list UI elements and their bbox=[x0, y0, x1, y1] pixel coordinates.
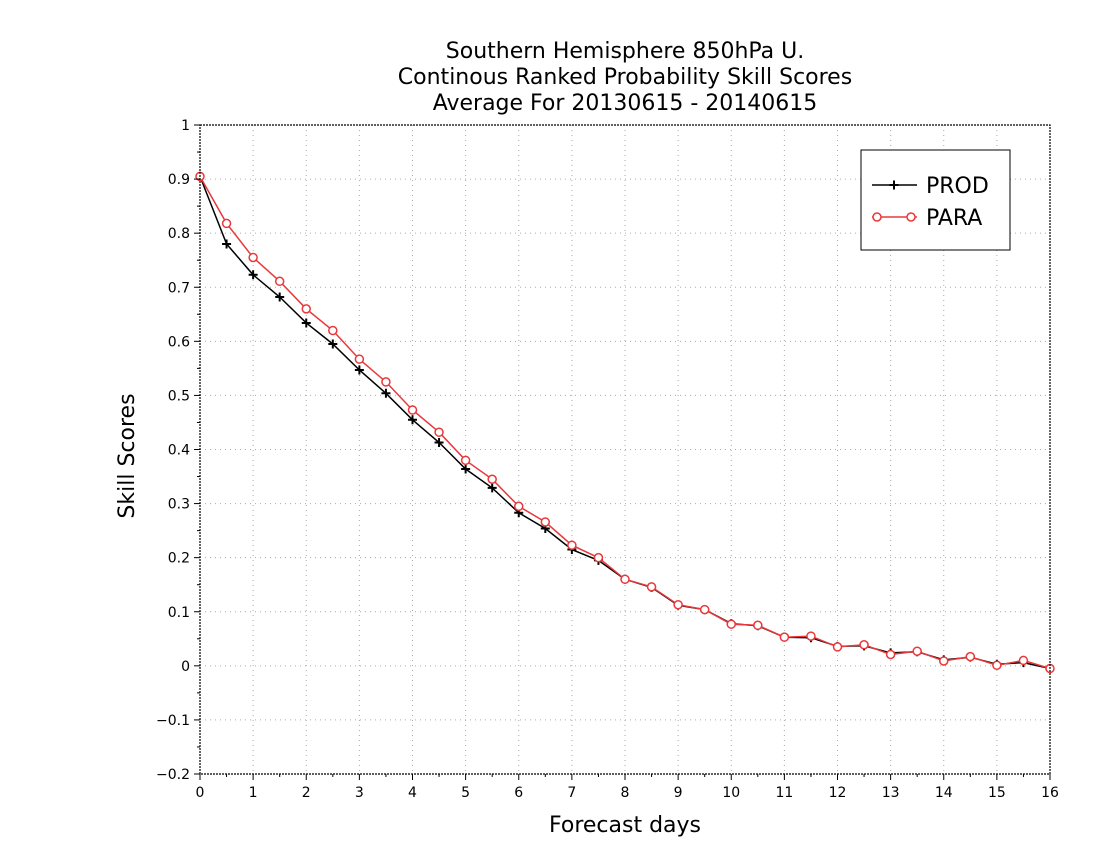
prod-point bbox=[275, 292, 285, 302]
para-point bbox=[992, 660, 1002, 671]
x-tick-label: 12 bbox=[829, 785, 847, 801]
legend-para-label: PARA bbox=[926, 206, 982, 231]
chart-title-line-3: Average For 20130615 - 20140615 bbox=[433, 91, 818, 116]
y-axis-label: Skill Scores bbox=[115, 393, 140, 518]
legend-prod-symbol bbox=[889, 180, 899, 190]
para-point bbox=[248, 252, 258, 263]
para-point bbox=[699, 604, 710, 615]
legend-para-symbol-left bbox=[872, 212, 882, 222]
para-point bbox=[460, 455, 471, 466]
prod-point bbox=[381, 388, 391, 398]
para-point bbox=[221, 218, 232, 229]
y-tick-label: −0.2 bbox=[156, 767, 190, 783]
para-point bbox=[859, 639, 869, 650]
para-series bbox=[195, 171, 1055, 674]
x-tick-label: 4 bbox=[408, 785, 417, 801]
y-tick-label: 0.9 bbox=[168, 172, 190, 188]
y-tick-label: 0.5 bbox=[168, 388, 190, 404]
para-point bbox=[620, 574, 630, 585]
para-point bbox=[540, 517, 551, 527]
y-tick-label: 0.8 bbox=[168, 226, 190, 242]
x-tick-label: 10 bbox=[722, 785, 740, 801]
prod-point bbox=[328, 339, 338, 349]
para-point bbox=[779, 632, 790, 642]
x-tick-label: 3 bbox=[355, 785, 364, 801]
y-tick-label: 1 bbox=[181, 118, 190, 134]
y-tick-label: 0.6 bbox=[168, 334, 190, 350]
x-tick-label: 13 bbox=[882, 785, 900, 801]
para-point bbox=[354, 354, 365, 364]
para-point bbox=[939, 656, 949, 666]
para-point bbox=[434, 427, 444, 437]
para-point bbox=[912, 646, 922, 656]
axis-ticks: 0 1 2 3 4 5 6 7 8 9 10 11 12 13 14 15 16−0.2−0.100.10.20… bbox=[156, 118, 1059, 801]
x-tick-label: 2 bbox=[302, 785, 311, 801]
legend-prod-label: PROD bbox=[926, 174, 989, 199]
x-tick-label: 9 bbox=[674, 785, 683, 801]
para-point bbox=[885, 649, 896, 660]
prod-point bbox=[354, 365, 364, 375]
y-tick-label: 0.1 bbox=[168, 605, 190, 621]
para-point bbox=[514, 501, 524, 512]
prod-point bbox=[434, 437, 444, 447]
y-tick-label: 0.7 bbox=[168, 280, 190, 296]
prod-point bbox=[222, 239, 232, 249]
x-tick-label: 0 bbox=[196, 785, 205, 801]
x-tick-label: 5 bbox=[461, 785, 470, 801]
para-point bbox=[646, 582, 657, 592]
para-point bbox=[567, 540, 577, 550]
para-point bbox=[593, 552, 604, 563]
chart-title: Southern Hemisphere 850hPa U. Continous … bbox=[398, 39, 852, 116]
x-tick-label: 11 bbox=[775, 785, 793, 801]
x-tick-label: 16 bbox=[1041, 785, 1059, 801]
prod-point bbox=[487, 483, 497, 493]
legend-para-marker bbox=[872, 212, 916, 222]
legend-box bbox=[860, 149, 1011, 251]
chart-title-line-1: Southern Hemisphere 850hPa U. bbox=[446, 39, 804, 64]
para-point bbox=[832, 642, 843, 652]
para-point bbox=[965, 651, 976, 662]
para-point bbox=[407, 405, 418, 415]
x-tick-label: 15 bbox=[988, 785, 1006, 801]
x-tick-label: 1 bbox=[249, 785, 258, 801]
y-tick-label: 0.4 bbox=[168, 443, 190, 459]
para-point bbox=[328, 325, 338, 336]
x-tick-label: 7 bbox=[567, 785, 576, 801]
x-axis-label: Forecast days bbox=[549, 813, 701, 838]
legend: PROD PARA bbox=[860, 149, 1011, 251]
x-tick-label: 14 bbox=[935, 785, 953, 801]
y-tick-label: 0.3 bbox=[168, 497, 190, 513]
para-point bbox=[753, 620, 763, 631]
prod-point bbox=[461, 464, 471, 474]
legend-prod-marker bbox=[889, 180, 899, 190]
para-point bbox=[806, 631, 816, 641]
para-point bbox=[1018, 655, 1029, 666]
y-tick-label: 0 bbox=[181, 659, 190, 675]
para-point bbox=[726, 619, 736, 629]
para-point bbox=[487, 474, 497, 484]
para-point bbox=[381, 377, 391, 387]
para-point bbox=[673, 599, 683, 610]
y-tick-label: 0.2 bbox=[168, 551, 190, 567]
series-layer bbox=[195, 171, 1055, 674]
prod-point bbox=[248, 270, 258, 280]
para-point bbox=[301, 304, 311, 314]
para-point bbox=[274, 276, 285, 287]
x-tick-label: 6 bbox=[514, 785, 523, 801]
gridlines bbox=[200, 125, 1050, 774]
legend-para-symbol-right bbox=[906, 212, 916, 222]
y-tick-label: −0.1 bbox=[156, 713, 190, 729]
prod-point bbox=[408, 415, 417, 425]
prod-point bbox=[301, 318, 311, 328]
x-tick-label: 8 bbox=[621, 785, 630, 801]
chart-title-line-2: Continous Ranked Probability Skill Score… bbox=[398, 65, 852, 90]
